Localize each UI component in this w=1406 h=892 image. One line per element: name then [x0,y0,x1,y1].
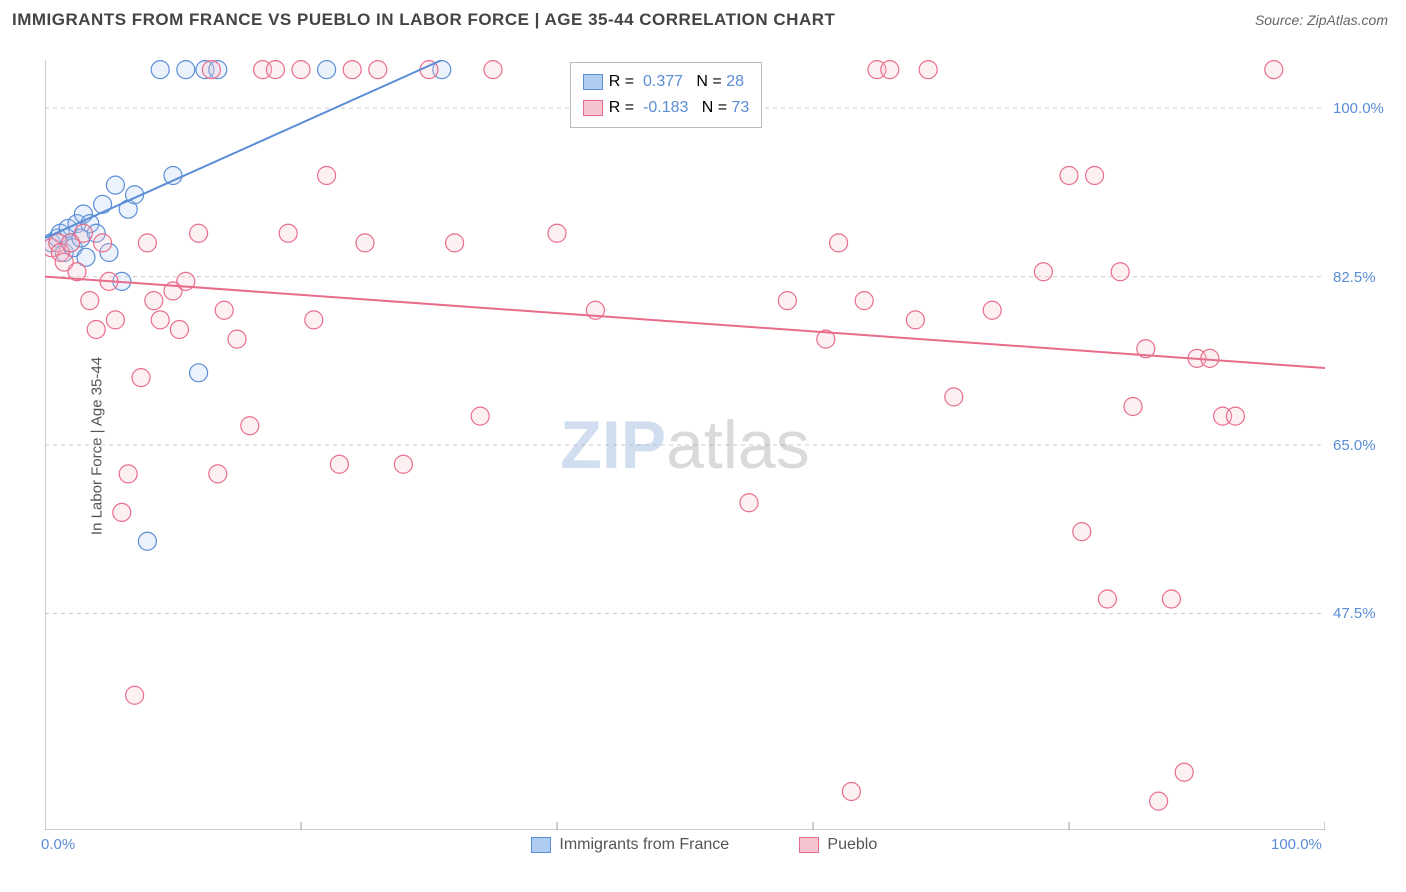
legend-swatch-icon [583,74,603,90]
y-tick-label: 65.0% [1333,437,1376,454]
plot-area: ZIPatlas [45,60,1325,830]
stats-legend-row: R = 0.377 N = 28 [583,69,750,95]
legend-swatch-icon [799,837,819,853]
x-tick-label: 100.0% [1271,836,1322,853]
stats-legend-row: R = -0.183 N = 73 [583,95,750,121]
legend-label: Immigrants from France [559,836,729,854]
source-label: Source: ZipAtlas.com [1255,12,1388,28]
stats-text: R = 0.377 N = 28 [609,73,744,91]
legend-swatch-icon [583,100,603,116]
correlation-chart: IMMIGRANTS FROM FRANCE VS PUEBLO IN LABO… [0,0,1406,892]
series-legend-item: Pueblo [799,836,877,854]
y-tick-label: 82.5% [1333,269,1376,286]
scatter-svg [45,60,1325,830]
legend-swatch-icon [531,837,551,853]
stats-text: R = -0.183 N = 73 [609,99,750,117]
chart-title: IMMIGRANTS FROM FRANCE VS PUEBLO IN LABO… [12,10,835,30]
legend-label: Pueblo [827,836,877,854]
series-legend-item: Immigrants from France [531,836,729,854]
x-tick-label: 0.0% [41,836,75,853]
y-tick-label: 100.0% [1333,100,1384,117]
y-tick-label: 47.5% [1333,605,1376,622]
stats-legend: R = 0.377 N = 28 R = -0.183 N = 73 [570,62,763,128]
